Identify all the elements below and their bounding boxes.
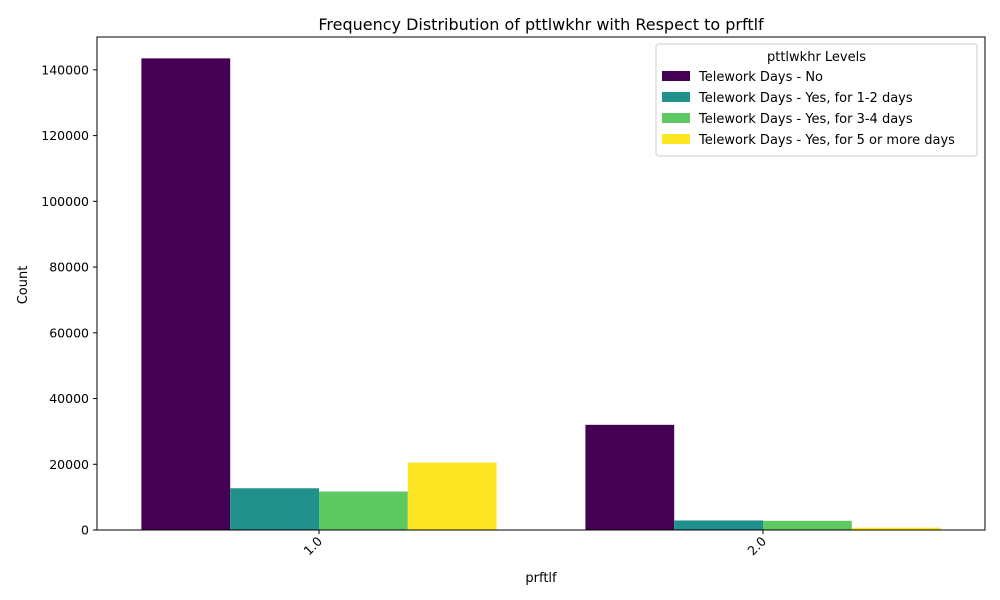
y-tick-label: 80000	[49, 260, 89, 275]
legend-box	[655, 43, 978, 157]
y-tick-label: 120000	[41, 128, 89, 143]
legend-swatch-2	[662, 92, 690, 102]
legend-label-3: Telework Days - Yes, for 3-4 days	[698, 112, 913, 127]
bar-series-4-category-1	[407, 462, 497, 530]
y-tick-label: 60000	[49, 325, 89, 340]
y-tick-label: 0	[81, 523, 89, 538]
bar-series-3-category-1	[319, 491, 408, 530]
legend-swatch-1	[662, 71, 690, 81]
x-tick-label: 1.0	[300, 533, 325, 558]
bar-series-2-category-2	[674, 520, 763, 530]
y-axis-label: Count	[16, 266, 31, 305]
legend-swatch-3	[662, 113, 690, 123]
plot-frame	[96, 36, 986, 531]
bar-series-2-category-1	[230, 488, 319, 530]
x-tick-label: 2.0	[744, 533, 769, 558]
legend-label-1: Telework Days - No	[698, 70, 823, 85]
y-tick-label: 100000	[41, 194, 89, 209]
bar-series-1-category-1	[141, 58, 231, 530]
bar-series-3-category-2	[763, 520, 852, 530]
plot-area: 0 20000 40000 60000 80000 100000 120000 140000 1…	[41, 36, 986, 558]
legend-title: pttlwkhr Levels	[767, 50, 866, 65]
legend-label-4: Telework Days - Yes, for 5 or more days	[698, 133, 955, 148]
x-axis-label: prftlf	[525, 571, 557, 586]
legend-label-2: Telework Days - Yes, for 1-2 days	[698, 91, 913, 106]
y-tick-label: 140000	[41, 62, 89, 77]
y-tick-label: 40000	[49, 391, 89, 406]
bar-series-4-category-2	[851, 527, 941, 530]
bar-series-1-category-2	[585, 424, 675, 530]
y-tick-label: 20000	[49, 457, 89, 472]
legend: pttlwkhr Levels Telework Days - No Telewor…	[655, 43, 978, 157]
legend-swatch-4	[662, 134, 690, 144]
chart-title: Frequency Distribution of pttlwkhr with …	[318, 15, 764, 34]
